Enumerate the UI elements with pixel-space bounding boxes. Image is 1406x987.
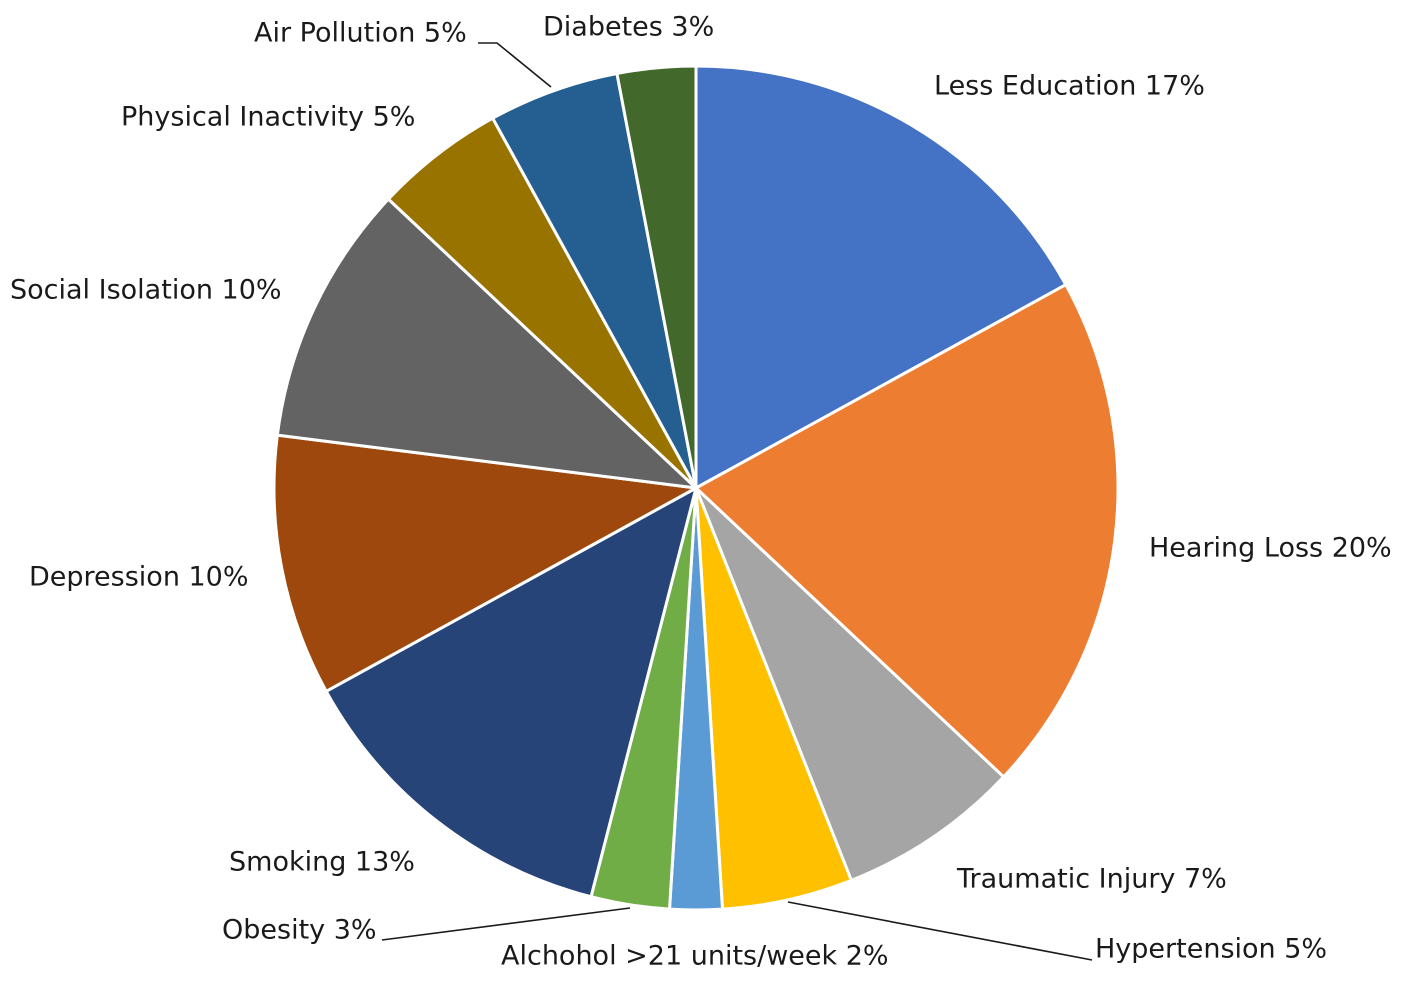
leader-line-obesity (381, 907, 631, 941)
leader-line-hypertension (787, 901, 1093, 961)
data-label-smoking: Smoking 13% (229, 847, 415, 878)
data-label-less-education: Less Education 17% (934, 71, 1205, 102)
pie-slice-traumatic-injury (694, 486, 1006, 882)
data-label-alchohol-21-units-week: Alchohol >21 units/week 2% (501, 941, 889, 972)
data-label-depression: Depression 10% (29, 562, 249, 593)
slice-labels: Less Education 17% Hearing Loss 20% Trauma… (10, 12, 1392, 972)
pie-slices (272, 64, 1120, 912)
data-label-traumatic-injury: Traumatic Injury 7% (956, 864, 1227, 895)
pie-slice-diabetes (615, 64, 698, 490)
pie-slice-social-isolation (275, 197, 698, 490)
data-label-air-pollution: Air Pollution 5% (254, 18, 467, 49)
data-label-physical-inactivity: Physical Inactivity 5% (121, 102, 415, 133)
data-label-hearing-loss: Hearing Loss 20% (1149, 533, 1392, 564)
data-label-hypertension: Hypertension 5% (1095, 934, 1327, 965)
pie-slice-depression (272, 433, 698, 693)
pie-slice-hearing-loss (694, 283, 1120, 779)
leader-line-air-pollution (478, 42, 552, 88)
data-label-diabetes: Diabetes 3% (543, 12, 714, 43)
leader-lines (381, 42, 1093, 961)
pie-slice-less-education (694, 64, 1068, 490)
data-label-obesity: Obesity 3% (222, 915, 377, 946)
data-label-social-isolation: Social Isolation 10% (10, 275, 282, 306)
pie-slice-smoking (324, 486, 698, 899)
